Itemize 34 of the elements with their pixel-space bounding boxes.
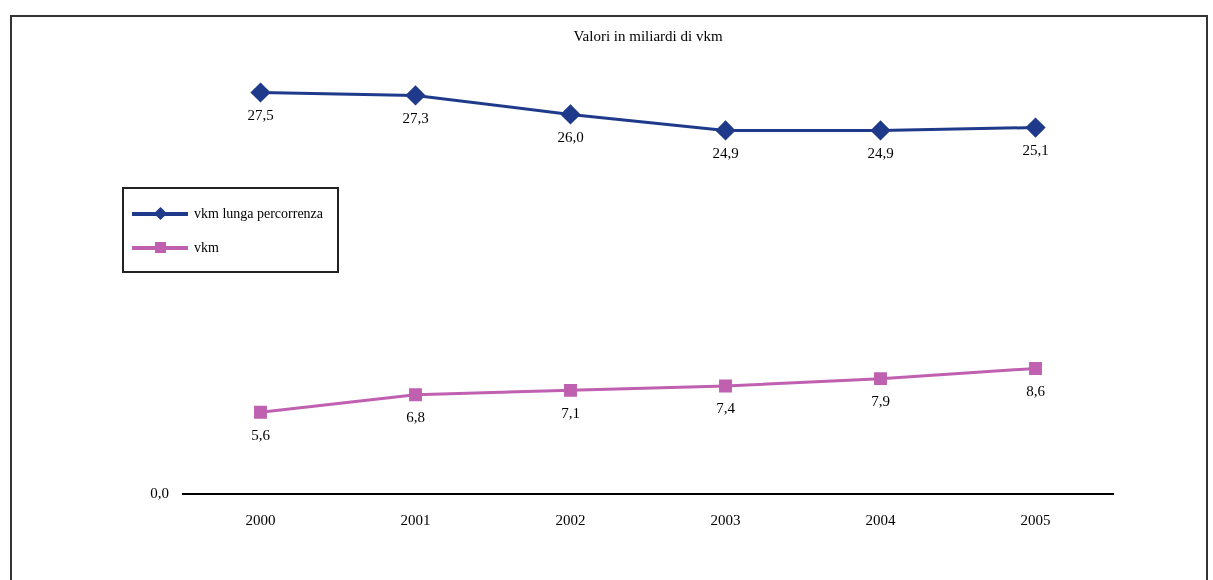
x-tick-label: 2005 (1020, 511, 1051, 528)
point (874, 372, 887, 386)
point (564, 383, 577, 397)
point (406, 85, 425, 105)
point (1026, 118, 1045, 138)
data-label: 26,0 (557, 128, 584, 145)
data-label: 7,9 (871, 393, 890, 410)
data-label: 24,9 (867, 144, 894, 161)
data-label: 27,5 (247, 106, 274, 123)
point (409, 388, 422, 402)
text: 0,0 (150, 484, 169, 501)
point (1029, 361, 1042, 375)
x-tick-label: 2004 (865, 511, 896, 528)
data-label: 25,1 (1022, 141, 1049, 158)
legend-label: vkm lunga percorrenza (194, 206, 324, 222)
x-tick-label: 2002 (555, 511, 586, 528)
x-tick-label: 2001 (400, 511, 431, 528)
data-label: 8,6 (1026, 382, 1046, 399)
data-label: 27,3 (402, 109, 429, 126)
point (254, 405, 267, 419)
point (561, 104, 580, 124)
data-label: 24,9 (712, 144, 739, 161)
data-label: 6,8 (406, 409, 425, 426)
point (716, 120, 735, 140)
data-label: 5,6 (251, 426, 271, 443)
data-label: 7,4 (716, 400, 736, 417)
point (251, 83, 270, 102)
point (871, 120, 890, 140)
legend-label: vkm (194, 240, 219, 256)
x-tick-label: 2000 (245, 511, 276, 528)
point (719, 379, 732, 393)
chart-title: Valori in miliardi di vkm (573, 27, 723, 44)
x-tick-label: 2003 (710, 511, 741, 528)
data-label: 7,1 (561, 404, 580, 421)
